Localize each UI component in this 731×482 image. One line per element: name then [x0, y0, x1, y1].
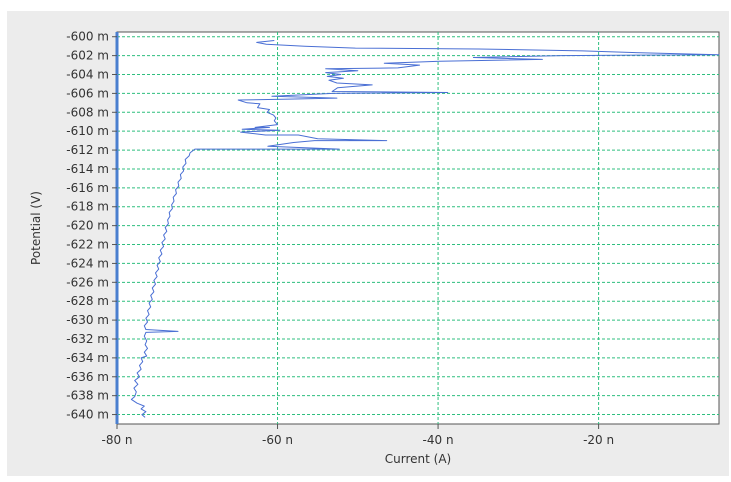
- y-axis-label: Potential (V): [29, 191, 43, 265]
- x-tick-label: -20 n: [583, 433, 614, 447]
- x-tick-label: -60 n: [262, 433, 293, 447]
- y-tick-label: -618 m: [66, 200, 109, 214]
- y-tick-label: -634 m: [66, 351, 109, 365]
- x-axis-label: Current (A): [385, 452, 451, 466]
- y-tick-label: -606 m: [66, 86, 109, 100]
- plot-area: [117, 32, 719, 424]
- y-tick-label: -638 m: [66, 389, 109, 403]
- y-tick-label: -612 m: [66, 143, 109, 157]
- y-tick-label: -624 m: [66, 256, 109, 270]
- y-tick-label: -622 m: [66, 238, 109, 252]
- y-tick-label: -614 m: [66, 162, 109, 176]
- y-tick-label: -632 m: [66, 332, 109, 346]
- y-tick-label: -640 m: [66, 408, 109, 422]
- y-tick-label: -616 m: [66, 181, 109, 195]
- y-tick-label: -610 m: [66, 124, 109, 138]
- y-tick-label: -602 m: [66, 49, 109, 63]
- y-tick-label: -626 m: [66, 275, 109, 289]
- y-tick-label: -620 m: [66, 219, 109, 233]
- y-tick-label: -604 m: [66, 68, 109, 82]
- x-tick-label: -80 n: [101, 433, 132, 447]
- y-tick-label: -628 m: [66, 294, 109, 308]
- y-tick-label: -630 m: [66, 313, 109, 327]
- y-tick-label: -608 m: [66, 105, 109, 119]
- x-tick-label: -40 n: [423, 433, 454, 447]
- y-tick-label: -600 m: [66, 30, 109, 44]
- y-tick-label: -636 m: [66, 370, 109, 384]
